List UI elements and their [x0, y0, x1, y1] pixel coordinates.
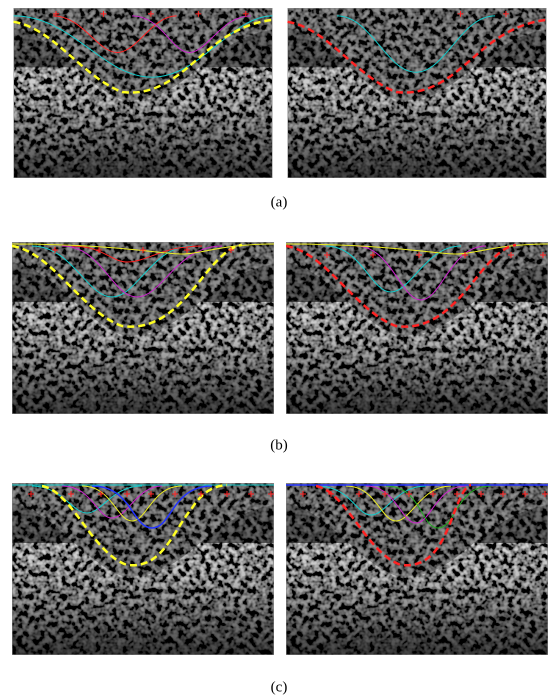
caption: (b)	[270, 437, 288, 453]
caption: (a)	[271, 194, 288, 210]
panel-c-left	[12, 483, 274, 655]
caption: (c)	[271, 679, 288, 695]
panel-a-left	[14, 8, 273, 178]
panel-c-right	[286, 483, 548, 655]
panel-b-right	[286, 242, 548, 414]
panel-b-left	[12, 242, 274, 414]
panel-a-right	[288, 8, 547, 178]
